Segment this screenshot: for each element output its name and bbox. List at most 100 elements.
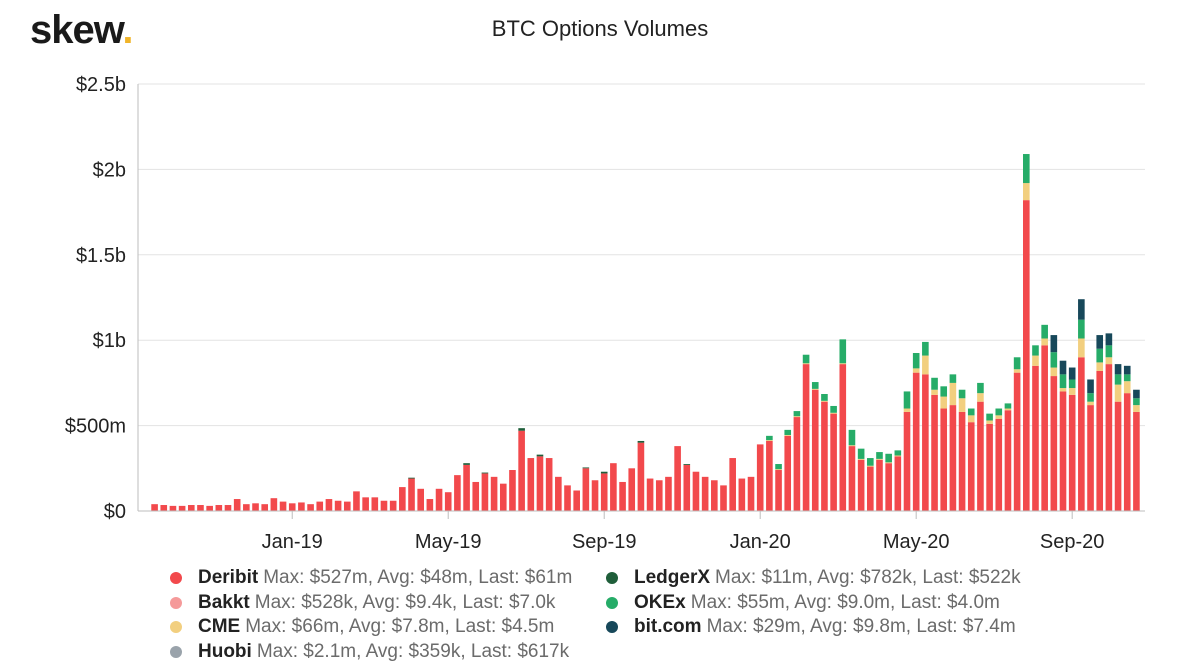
legend-name: LedgerX [634, 567, 711, 589]
bar-deribit-60 [701, 476, 709, 511]
bar-deribit-59 [692, 471, 700, 511]
legend-dot-icon [606, 596, 618, 609]
bar-cme-100 [1068, 388, 1076, 395]
legend-item-okex[interactable]: OKEx Max: $55m, Avg: $9.0m, Last: $4.0m [606, 591, 1021, 616]
bar-deribit-86 [940, 408, 948, 511]
bar-okex-95 [1023, 154, 1030, 184]
bar-cme-98 [1050, 367, 1058, 377]
bar-cme-99 [1059, 388, 1067, 392]
bar-okex-87 [949, 374, 957, 383]
legend-stats: Max: $2.1m, Avg: $359k, Last: $617k [256, 640, 570, 662]
bar-deribit-56 [665, 476, 672, 511]
bar-cme-74 [830, 412, 837, 414]
bar-okex-78 [867, 458, 874, 466]
bar-deribit-63 [729, 458, 736, 511]
bar-okex-88 [958, 389, 966, 399]
legend-name: Deribit [198, 567, 259, 589]
bar-okex-69 [784, 429, 792, 435]
bar-cme-78 [867, 465, 874, 467]
bar-deribit-83 [912, 372, 920, 511]
x-tick-label-1: May-19 [415, 531, 482, 553]
legend-item-ledgerx[interactable]: LedgerX Max: $11m, Avg: $782k, Last: $522… [606, 566, 1021, 591]
bar-deribit-50 [610, 463, 617, 511]
bar-deribit-6 [206, 505, 213, 511]
bar-deribit-77 [857, 459, 865, 511]
bar-deribit-85 [931, 394, 938, 511]
bar-deribit-96 [1032, 365, 1039, 511]
bar-deribit-54 [646, 478, 654, 511]
y-tick-label-5: $2.5b [76, 74, 126, 96]
bar-okex-80 [885, 453, 892, 463]
bar-deribit-62 [720, 485, 727, 511]
bar-bit-com-106 [1123, 365, 1131, 375]
y-tick-label-1: $500m [65, 416, 126, 438]
bar-cme-93 [1004, 408, 1012, 411]
bar-deribit-18 [316, 501, 324, 511]
bar-cme-86 [940, 396, 948, 409]
bar-deribit-49 [600, 473, 608, 511]
bar-cme-101 [1078, 338, 1085, 358]
bar-deribit-71 [802, 364, 810, 511]
bar-deribit-104 [1105, 364, 1113, 511]
x-tick-label-2: Sep-19 [572, 531, 637, 553]
bar-okex-99 [1059, 374, 1067, 389]
legend-dot-icon [170, 645, 182, 658]
legend-item-bakkt[interactable]: Bakkt Max: $528k, Avg: $9.4k, Last: $7.0k [170, 591, 572, 616]
bar-deribit-101 [1078, 357, 1085, 511]
bar-deribit-8 [224, 505, 232, 511]
bar-deribit-19 [325, 499, 333, 511]
grid-lines [138, 83, 1145, 427]
y-tick-label-0: $0 [104, 501, 126, 523]
bar-deribit-92 [995, 418, 1003, 511]
bar-deribit-37 [490, 476, 498, 511]
bar-okex-97 [1041, 324, 1048, 339]
bar-deribit-41 [527, 458, 535, 511]
bar-bit-com-103 [1096, 335, 1104, 349]
bar-okex-82 [903, 391, 911, 409]
legend-stats: Max: $55m, Avg: $9.0m, Last: $4.0m [690, 591, 1000, 613]
bar-deribit-5 [197, 505, 204, 511]
bar-okex-68 [775, 464, 782, 470]
legend-item-huobi[interactable]: Huobi Max: $2.1m, Avg: $359k, Last: $617k [170, 640, 572, 665]
bar-cme-67 [766, 440, 773, 441]
bar-deribit-11 [252, 503, 259, 511]
bar-deribit-24 [371, 497, 379, 511]
bar-deribit-23 [362, 497, 369, 511]
bar-deribit-46 [573, 490, 580, 511]
legend-item-cme[interactable]: CME Max: $66m, Avg: $7.8m, Last: $4.5m [170, 615, 572, 640]
x-tick-label-0: Jan-19 [262, 531, 323, 553]
bar-deribit-58 [683, 464, 691, 511]
bar-deribit-26 [389, 500, 397, 511]
bar-deribit-10 [243, 504, 250, 511]
bar-deribit-3 [178, 505, 186, 511]
bar-cme-96 [1032, 355, 1039, 366]
legend: Deribit Max: $527m, Avg: $48m, Last: $61m… [170, 566, 1170, 666]
bar-deribit-7 [215, 505, 223, 511]
bar-cme-71 [802, 363, 810, 365]
legend-name: OKEx [634, 591, 686, 613]
bar-okex-104 [1105, 345, 1113, 358]
bar-okex-105 [1114, 374, 1122, 385]
bar-ledgerx-34 [463, 463, 470, 465]
bar-deribit-20 [334, 500, 342, 511]
bar-okex-107 [1133, 398, 1140, 406]
bar-cme-77 [857, 458, 865, 460]
logo-text: skew [30, 8, 123, 52]
skew-logo: skew. [30, 8, 134, 53]
x-tick-label-3: Jan-20 [730, 531, 791, 553]
bar-okex-84 [922, 341, 929, 356]
bar-deribit-27 [399, 487, 406, 511]
bar-deribit-81 [894, 456, 902, 511]
bar-deribit-32 [444, 492, 452, 511]
bar-deribit-53 [637, 442, 645, 511]
bar-cme-103 [1096, 362, 1104, 371]
x-axis-labels: Jan-19 May-19 Sep-19 Jan-20 May-20 Sep-20 [262, 531, 1105, 553]
bar-deribit-87 [949, 405, 957, 511]
bar-okex-102 [1087, 393, 1094, 402]
bar-deribit-29 [417, 488, 424, 511]
legend-item-deribit[interactable]: Deribit Max: $527m, Avg: $48m, Last: $61m [170, 566, 572, 591]
axes [137, 84, 1145, 519]
bar-okex-92 [995, 408, 1003, 416]
legend-item-bit-com[interactable]: bit.com Max: $29m, Avg: $9.8m, Last: $7.4… [606, 615, 1021, 640]
bar-deribit-99 [1059, 391, 1067, 511]
